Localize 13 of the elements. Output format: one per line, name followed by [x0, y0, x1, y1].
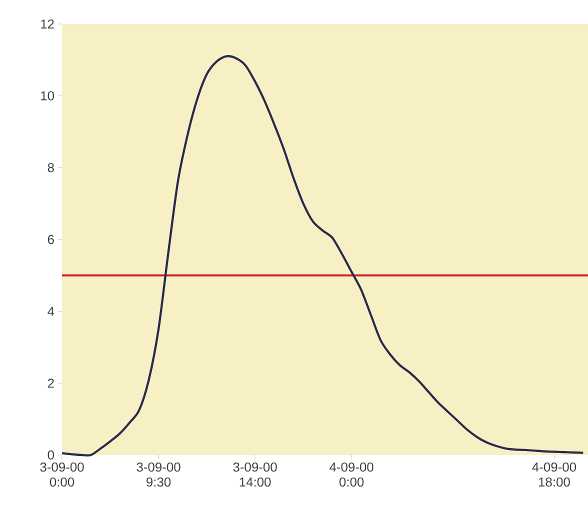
y-tick-label: 8	[48, 163, 54, 172]
y-tick-label: 12	[41, 19, 54, 29]
x-tick-label: 3-09-00 9:30	[136, 462, 180, 487]
x-tick-label: 3-09-00 14:00	[233, 462, 277, 487]
y-tick-label: 0	[48, 450, 54, 460]
line-series	[60, 55, 584, 456]
x-tick-label: 4-09-00 18:00	[532, 462, 576, 487]
y-tick-label: 10	[41, 91, 54, 100]
x-tick-label: 3-09-00 0:00	[40, 462, 84, 487]
y-tick-label: 2	[48, 378, 54, 388]
x-tick-label: 4-09-00 0:00	[330, 462, 374, 487]
y-tick-label: 4	[48, 306, 54, 316]
y-tick-label: 6	[48, 234, 54, 244]
